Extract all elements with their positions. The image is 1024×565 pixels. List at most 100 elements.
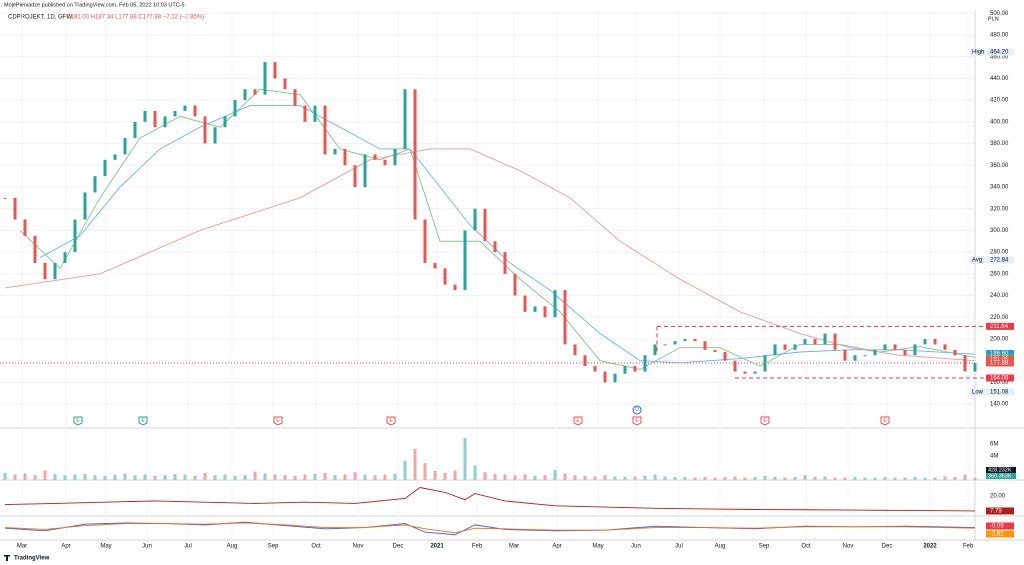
price-bar xyxy=(953,349,957,356)
volume-label-box xyxy=(986,467,1016,473)
volume-bar xyxy=(933,477,937,480)
event-label: E xyxy=(76,418,80,424)
price-bar xyxy=(113,154,117,160)
x-tick-label: 2021 xyxy=(430,544,444,550)
price-label-box xyxy=(986,322,1014,330)
volume-bar xyxy=(253,471,257,480)
x-tick-label: May xyxy=(100,544,111,550)
price-bar xyxy=(403,89,407,149)
price-bar xyxy=(533,306,537,312)
x-tick-label: Sep xyxy=(268,544,279,550)
price-bar xyxy=(963,355,967,372)
price-bar xyxy=(793,344,797,350)
price-bar xyxy=(523,295,527,312)
price-bar xyxy=(363,154,367,187)
event-label: E xyxy=(763,418,767,424)
volume-bar xyxy=(183,474,187,480)
price-bar xyxy=(213,127,217,144)
price-bar xyxy=(613,373,617,383)
event-label: E xyxy=(389,418,393,424)
volume-bar xyxy=(403,460,407,480)
symbol: CDPROJEKT, 1D, GPW xyxy=(8,15,73,21)
volume-bar xyxy=(653,474,657,480)
volume-bar xyxy=(853,477,857,480)
indicator-label-box xyxy=(986,507,1014,515)
price-bar xyxy=(593,366,597,372)
price-bar xyxy=(703,341,707,350)
volume-bar xyxy=(333,475,337,480)
price-bar xyxy=(833,333,837,350)
price-bar xyxy=(443,268,447,285)
volume-bar xyxy=(263,473,267,480)
price-bar xyxy=(393,148,397,166)
price-bar xyxy=(253,89,257,95)
y-tick-label: 260.00 xyxy=(990,271,1009,277)
moving-average xyxy=(39,105,976,364)
price-bar xyxy=(673,341,677,345)
volume-bar xyxy=(953,477,957,480)
y-tick-label: 480.00 xyxy=(990,33,1009,39)
volume-bar xyxy=(243,475,247,480)
volume-bar xyxy=(123,473,127,480)
y-tick-label: 440.00 xyxy=(990,76,1009,82)
volume-bar xyxy=(763,475,767,480)
volume-bar xyxy=(313,474,317,480)
price-bar xyxy=(383,159,387,166)
price-bar xyxy=(513,273,517,296)
price-bar xyxy=(453,284,457,291)
y-tick-label: 360.00 xyxy=(990,163,1009,169)
price-bar xyxy=(923,338,927,345)
event-marker xyxy=(573,416,583,426)
volume-bar xyxy=(753,477,757,480)
y-tick-label: 400.00 xyxy=(990,119,1009,125)
volume-bar xyxy=(413,448,417,480)
volume-bar xyxy=(293,475,297,480)
indicator-label-box xyxy=(986,530,1014,538)
price-bar xyxy=(773,344,777,356)
price-bar xyxy=(483,208,487,242)
volume-bar xyxy=(53,474,57,480)
price-bar xyxy=(373,154,377,160)
price-bar xyxy=(563,290,567,345)
volume-bar xyxy=(323,472,327,480)
event-marker xyxy=(138,416,148,426)
price-bar xyxy=(603,371,607,383)
price-label-box xyxy=(986,48,1014,56)
price-bar xyxy=(343,148,347,166)
moving-average xyxy=(19,88,976,370)
volume-bar xyxy=(703,477,707,480)
price-bar xyxy=(783,344,787,350)
y-tick-label: 500.00 xyxy=(990,11,1009,17)
price-bar xyxy=(943,344,947,350)
x-tick-label: Feb xyxy=(472,544,483,550)
price-tag: High xyxy=(972,50,984,56)
volume-bar xyxy=(463,438,467,480)
volume-bar xyxy=(43,470,47,480)
price-bar xyxy=(193,105,197,117)
volume-bar xyxy=(173,474,177,480)
volume-bar xyxy=(203,472,207,480)
volume-bar xyxy=(523,474,527,480)
price-label-box xyxy=(986,374,1014,382)
price-bar xyxy=(553,290,557,318)
price-bar xyxy=(333,148,337,155)
x-tick-label: Feb xyxy=(963,544,974,550)
volume-bar xyxy=(723,477,727,480)
x-tick-label: Jul xyxy=(675,544,683,550)
event-label: E xyxy=(576,418,580,424)
x-tick-label: Apr xyxy=(61,544,70,550)
volume-bar xyxy=(633,476,637,480)
price-bar xyxy=(153,110,157,128)
volume-bar xyxy=(493,474,497,480)
volume-bar xyxy=(283,475,287,480)
volume-bar xyxy=(373,475,377,480)
price-label: 177.88 xyxy=(990,361,1009,367)
event-label: D xyxy=(635,407,639,413)
y-tick-label: 340.00 xyxy=(990,185,1009,191)
price-bar xyxy=(803,338,807,345)
price-bar xyxy=(973,362,977,372)
indicator-tick: 20.00 xyxy=(990,494,1006,500)
